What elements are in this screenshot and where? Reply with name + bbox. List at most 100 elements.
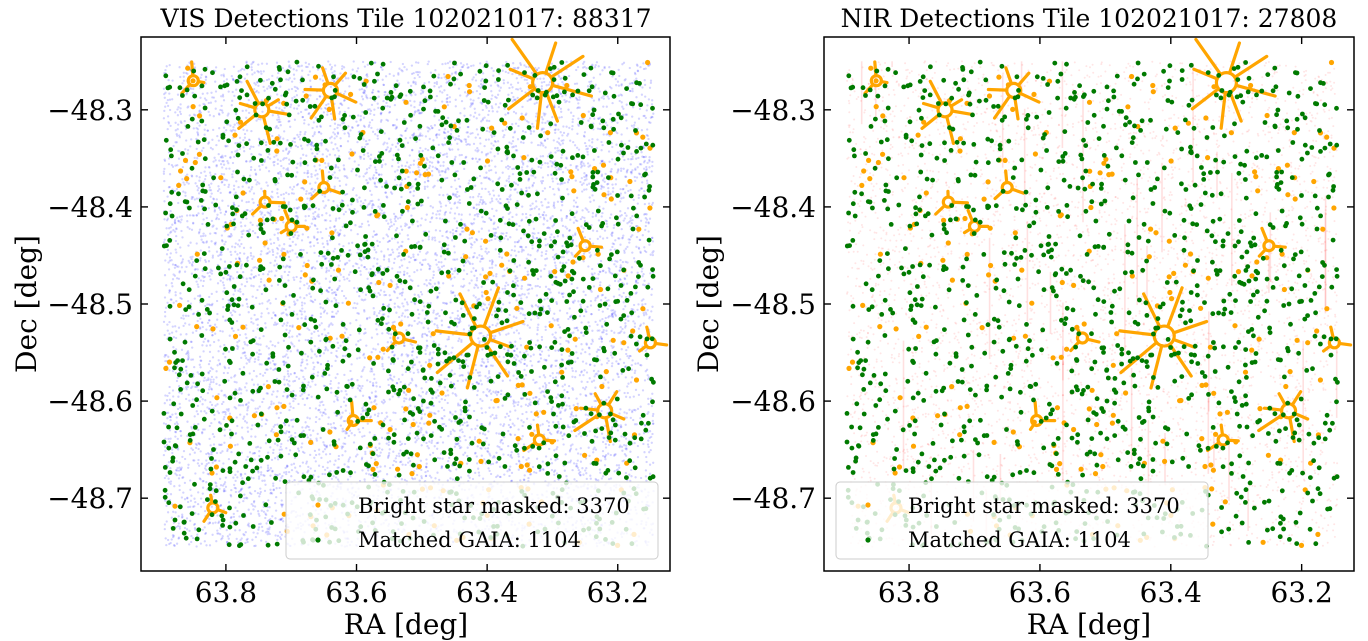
detection-point xyxy=(443,89,446,92)
detection-point xyxy=(503,347,506,351)
detection-point xyxy=(274,321,277,324)
detection-point xyxy=(596,294,600,298)
detection-point xyxy=(301,69,304,72)
detection-point xyxy=(596,237,599,241)
detection-point xyxy=(615,464,619,467)
detection-point xyxy=(640,187,644,190)
detection-point xyxy=(276,390,279,393)
detection-point xyxy=(357,123,360,127)
detection-point xyxy=(629,219,632,222)
detection-point xyxy=(232,277,235,280)
detection-point xyxy=(213,231,216,235)
detection-point xyxy=(318,95,321,98)
detection-point xyxy=(271,250,275,254)
detection-point xyxy=(243,132,247,136)
detection-point xyxy=(430,124,433,128)
detection-point xyxy=(616,131,619,135)
detection-point xyxy=(444,210,448,214)
detection-point xyxy=(261,302,264,305)
detection-point xyxy=(462,230,465,233)
detection-point xyxy=(624,322,627,325)
detection-point xyxy=(181,236,184,239)
detection-point xyxy=(235,88,238,91)
detection-point xyxy=(314,383,317,386)
detection-point xyxy=(520,76,523,79)
detection-point xyxy=(583,369,586,372)
detection-point xyxy=(220,402,224,406)
detection-point xyxy=(604,271,607,274)
detection-point xyxy=(410,300,413,304)
detection-point xyxy=(611,312,614,315)
detection-point xyxy=(635,157,638,160)
detection-point xyxy=(193,459,196,462)
detection-point xyxy=(535,157,538,160)
detection-point xyxy=(245,200,248,204)
detection-point xyxy=(269,261,272,265)
detection-point xyxy=(246,537,249,541)
detection-point xyxy=(454,137,458,140)
detection-point xyxy=(365,171,368,174)
detection-point xyxy=(561,434,564,438)
detection-point xyxy=(491,266,494,269)
detection-point xyxy=(285,156,288,160)
detection-point xyxy=(314,453,318,457)
detection-point xyxy=(590,380,594,383)
detection-point xyxy=(628,241,631,244)
detection-point xyxy=(409,186,413,190)
detection-point xyxy=(501,171,504,174)
detection-point xyxy=(574,96,578,100)
detection-point xyxy=(267,85,271,88)
detection-point xyxy=(215,370,218,373)
detection-point xyxy=(227,457,231,461)
detection-point xyxy=(512,399,515,402)
detection-point xyxy=(207,473,211,476)
detection-point xyxy=(565,60,568,64)
detection-point xyxy=(498,297,501,300)
detection-point xyxy=(450,290,453,293)
detection-point xyxy=(364,172,367,175)
detection-point xyxy=(446,93,449,97)
detection-point xyxy=(263,489,267,493)
detection-point xyxy=(643,213,646,216)
detection-point xyxy=(171,263,175,266)
detection-point xyxy=(266,519,270,523)
detection-point xyxy=(204,399,207,402)
detection-point xyxy=(400,182,403,185)
detection-point xyxy=(409,104,413,107)
detection-point xyxy=(385,473,389,476)
detection-point xyxy=(278,118,281,121)
detection-point xyxy=(504,284,507,288)
detection-point xyxy=(528,326,531,329)
detection-point xyxy=(630,376,634,379)
detection-point xyxy=(438,240,441,244)
detection-point xyxy=(611,158,614,161)
detection-point xyxy=(511,123,514,126)
detection-point xyxy=(569,415,572,419)
detection-point xyxy=(334,291,337,294)
detection-point xyxy=(251,223,254,227)
detection-point xyxy=(244,541,247,545)
detection-point xyxy=(210,269,214,273)
detection-point xyxy=(244,482,247,485)
detection-point xyxy=(343,278,346,281)
detection-point xyxy=(322,245,326,249)
detection-point xyxy=(195,410,198,413)
detection-point xyxy=(418,312,421,316)
detection-point xyxy=(198,400,202,403)
detection-point xyxy=(411,347,415,350)
detection-point xyxy=(580,166,583,169)
detection-point xyxy=(224,489,227,493)
detection-point xyxy=(245,129,249,132)
detection-point xyxy=(208,319,211,322)
detection-point xyxy=(209,268,212,271)
detection-point xyxy=(343,99,346,102)
detection-point xyxy=(516,240,519,244)
detection-point xyxy=(253,88,256,91)
detection-point xyxy=(499,423,502,426)
detection-point xyxy=(577,336,581,340)
detection-point xyxy=(192,127,195,130)
detection-point xyxy=(285,447,288,450)
detection-point xyxy=(586,380,589,384)
detection-point xyxy=(261,529,264,533)
detection-point xyxy=(594,448,598,451)
